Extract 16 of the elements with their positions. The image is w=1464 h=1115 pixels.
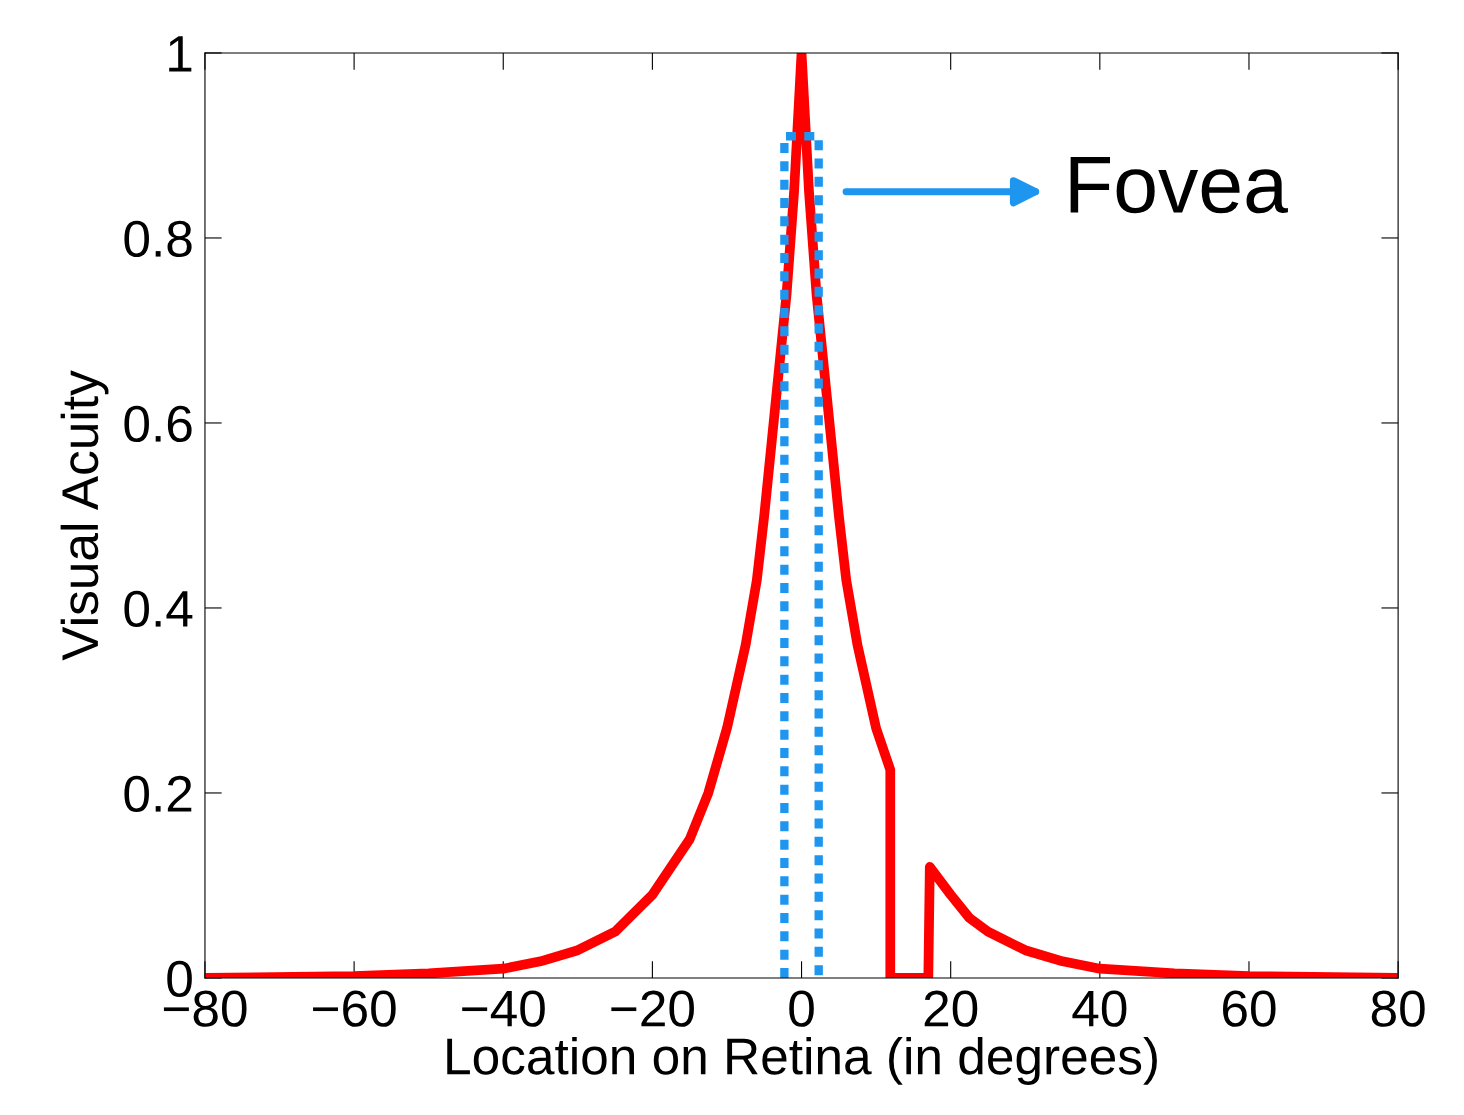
- x-tick-label: 80: [1371, 990, 1425, 1027]
- x-tick-label: −40: [462, 990, 545, 1027]
- y-tick-label: 0.4: [124, 590, 193, 628]
- x-tick-label: 0: [789, 990, 814, 1027]
- annotation: Fovea: [1070, 157, 1288, 214]
- y-axis-title: Visual Acuity: [60, 370, 109, 661]
- y-tick-label: 1: [169, 36, 192, 72]
- y-tick-label: 0.6: [124, 405, 192, 443]
- x-tick-label: 60: [1223, 990, 1276, 1027]
- x-tick-label: 40: [1072, 990, 1127, 1027]
- y-tick-label: 0.2: [124, 775, 192, 813]
- x-axis-title: Location on Retina (in degrees): [447, 1036, 1157, 1085]
- y-tick-label: 0.8: [124, 220, 192, 258]
- x-tick-label: 20: [924, 990, 978, 1027]
- x-tick-label: −20: [611, 990, 694, 1027]
- x-tick-label: −60: [313, 990, 396, 1027]
